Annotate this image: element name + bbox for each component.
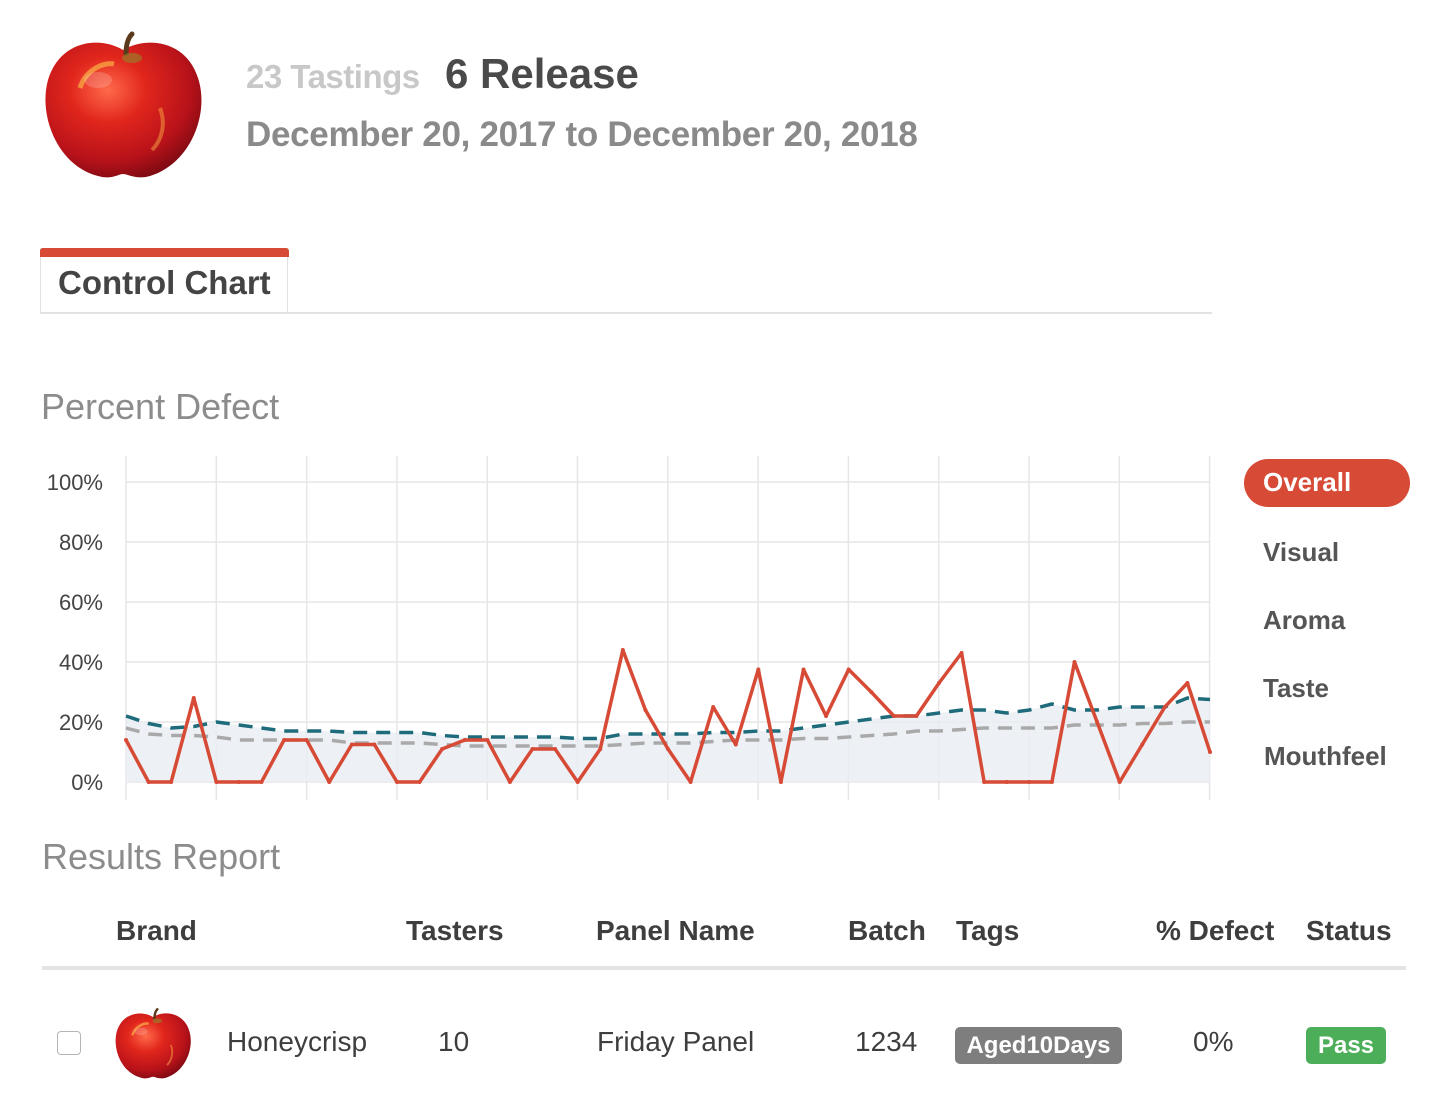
y-tick-label: 0% bbox=[71, 770, 103, 795]
product-apple-image bbox=[40, 28, 206, 180]
table-header-rule bbox=[42, 966, 1406, 970]
y-tick-label: 60% bbox=[59, 590, 103, 615]
overall-data-point bbox=[462, 738, 467, 742]
overall-data-point bbox=[914, 714, 919, 718]
column-header-tags[interactable]: Tags bbox=[956, 915, 1020, 946]
overall-data-point bbox=[1004, 780, 1009, 784]
tastings-count: 23 Tastings bbox=[246, 58, 420, 95]
tab-active-indicator bbox=[40, 248, 289, 257]
overall-data-point bbox=[801, 667, 806, 672]
overall-data-point bbox=[643, 708, 648, 712]
overall-data-point bbox=[327, 780, 332, 784]
overall-data-point bbox=[304, 738, 309, 742]
overall-data-point bbox=[417, 780, 422, 784]
overall-data-point bbox=[937, 681, 941, 685]
overall-data-point bbox=[824, 714, 829, 718]
overall-data-point bbox=[891, 714, 896, 718]
overall-data-point bbox=[169, 780, 174, 784]
y-tick-label: 80% bbox=[59, 530, 103, 555]
overall-data-point bbox=[869, 690, 874, 694]
overall-data-point bbox=[507, 780, 512, 784]
overall-data-point bbox=[756, 667, 761, 672]
overall-data-point bbox=[372, 742, 377, 747]
overall-data-point bbox=[1140, 742, 1145, 747]
status-badge: Pass bbox=[1306, 1027, 1386, 1064]
overall-data-point bbox=[214, 780, 219, 784]
overall-data-point bbox=[666, 747, 670, 751]
overall-data-point bbox=[440, 747, 445, 751]
page-title: 6 Release bbox=[445, 50, 639, 97]
overall-data-point bbox=[349, 742, 354, 747]
column-header-defect[interactable]: % Defect bbox=[1156, 915, 1275, 946]
overall-data-point bbox=[124, 738, 128, 742]
overall-data-point bbox=[959, 651, 964, 655]
overall-data-point bbox=[146, 780, 151, 784]
overall-data-point bbox=[1117, 780, 1122, 784]
overall-data-point bbox=[282, 738, 287, 742]
column-header-tasters[interactable]: Tasters bbox=[406, 915, 504, 946]
control-band-area bbox=[126, 698, 1210, 782]
overall-data-point bbox=[711, 705, 716, 709]
legend-overall-label: Overall bbox=[1263, 467, 1352, 497]
overall-data-point bbox=[236, 780, 241, 784]
overall-data-point bbox=[598, 747, 603, 751]
legend-overall-button[interactable] bbox=[1244, 459, 1410, 507]
column-header-batch[interactable]: Batch bbox=[848, 915, 926, 946]
legend-visual-button[interactable]: Visual bbox=[1263, 537, 1340, 567]
overall-data-point bbox=[620, 648, 625, 652]
tab-control-chart-label: Control Chart bbox=[58, 264, 271, 301]
overall-data-point bbox=[395, 780, 399, 784]
y-tick-label: 20% bbox=[59, 710, 103, 735]
date-range: December 20, 2017 to December 20, 2018 bbox=[246, 115, 918, 154]
overall-data-point bbox=[191, 696, 196, 700]
percent-defect-title: Percent Defect bbox=[41, 386, 280, 427]
column-header-panel-name[interactable]: Panel Name bbox=[596, 915, 755, 946]
y-tick-label: 40% bbox=[59, 650, 103, 675]
overall-data-point bbox=[575, 780, 580, 784]
cell-defect: 0% bbox=[1193, 1026, 1234, 1057]
overall-data-point bbox=[553, 747, 558, 751]
overall-data-point bbox=[1072, 660, 1077, 664]
overall-data-point bbox=[982, 780, 987, 784]
legend-aroma-button[interactable]: Aroma bbox=[1263, 605, 1346, 635]
column-header-status[interactable]: Status bbox=[1306, 915, 1392, 946]
column-header-brand[interactable]: Brand bbox=[116, 915, 197, 946]
overall-data-point bbox=[1095, 720, 1100, 724]
overall-data-point bbox=[259, 780, 264, 784]
brand-apple-image bbox=[113, 1006, 193, 1080]
legend-mouthfeel-button[interactable]: Mouthfeel bbox=[1264, 741, 1387, 771]
cell-batch: 1234 bbox=[855, 1026, 918, 1057]
overall-data-point bbox=[1185, 681, 1190, 685]
overall-data-point bbox=[1049, 780, 1054, 784]
overall-data-point bbox=[485, 738, 490, 742]
series-average-line bbox=[125, 720, 1210, 748]
overall-data-point bbox=[846, 667, 851, 672]
overall-data-point bbox=[1162, 705, 1167, 709]
tag-badge[interactable]: Aged10Days bbox=[955, 1027, 1122, 1064]
y-tick-label: 100% bbox=[47, 470, 103, 495]
overall-data-point bbox=[1208, 750, 1212, 754]
overall-data-point bbox=[1027, 780, 1032, 784]
overall-data-point bbox=[733, 742, 738, 747]
cell-panel-name: Friday Panel bbox=[597, 1026, 755, 1057]
percent-defect-chart: 100% 80% 60% 40% 20% 0% bbox=[47, 456, 1212, 800]
overall-data-point bbox=[688, 780, 693, 784]
overall-data-point bbox=[530, 747, 535, 751]
overall-data-point bbox=[778, 780, 783, 784]
tab-bar-rule bbox=[40, 312, 1212, 314]
cell-tasters: 10 bbox=[438, 1026, 470, 1057]
results-report-title: Results Report bbox=[42, 836, 281, 877]
row-checkbox[interactable] bbox=[57, 1031, 81, 1055]
series-control-limit-line bbox=[125, 696, 1211, 741]
legend-taste-button[interactable]: Taste bbox=[1263, 673, 1329, 703]
cell-brand: Honeycrisp bbox=[227, 1026, 368, 1057]
